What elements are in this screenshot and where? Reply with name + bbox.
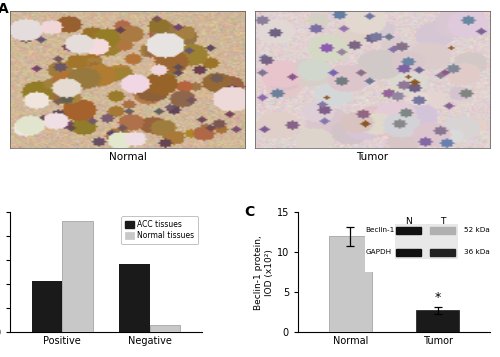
- Bar: [328, 236, 372, 332]
- Bar: [32, 281, 62, 332]
- X-axis label: Normal: Normal: [108, 152, 146, 162]
- Text: A: A: [0, 2, 9, 16]
- Bar: [416, 311, 460, 332]
- Text: *: *: [434, 291, 441, 304]
- Bar: [62, 221, 93, 332]
- Legend: ACC tissues, Normal tissues: ACC tissues, Normal tissues: [121, 216, 198, 244]
- Bar: [119, 264, 150, 332]
- Y-axis label: Beclin-1 protein,
IOD (x10²): Beclin-1 protein, IOD (x10²): [254, 235, 274, 310]
- Text: C: C: [244, 205, 254, 219]
- X-axis label: Tumor: Tumor: [356, 152, 388, 162]
- Bar: [150, 325, 180, 332]
